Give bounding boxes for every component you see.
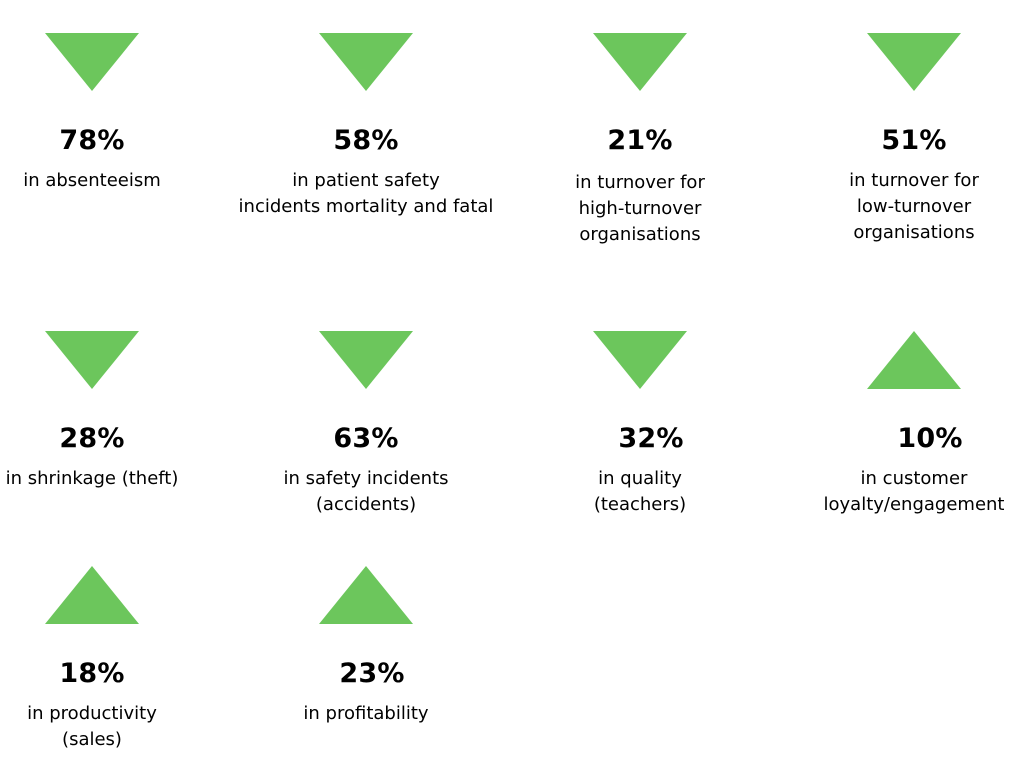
stat-value: 21% bbox=[607, 125, 673, 156]
stat-description: in quality (teachers) bbox=[593, 468, 687, 515]
stat-description: in turnover for low-turnover organisatio… bbox=[849, 170, 979, 243]
stat-description: in turnover for high-turnover organisati… bbox=[575, 172, 705, 245]
stat-customer-loyalty: 10% in customer loyalty/engagement bbox=[784, 331, 1024, 518]
stat-value: 28% bbox=[59, 423, 125, 454]
stat-absenteeism: 78% in absenteeism bbox=[0, 33, 222, 194]
triangle-up-icon bbox=[45, 566, 139, 624]
stat-productivity: 18% in productivity (sales) bbox=[0, 566, 222, 753]
stat-profitability: 23% in profitability bbox=[236, 566, 496, 727]
stat-patient-safety: 58% in patient safety incidents mortalit… bbox=[236, 33, 496, 220]
stat-value: 63% bbox=[333, 423, 399, 454]
triangle-down-icon bbox=[593, 33, 687, 91]
triangle-down-icon bbox=[319, 33, 413, 91]
stat-description: in productivity (sales) bbox=[27, 703, 157, 750]
stat-value: 23% bbox=[339, 658, 405, 689]
triangle-down-icon bbox=[45, 331, 139, 389]
stat-turnover-high: 21% in turnover for high-turnover organi… bbox=[510, 33, 770, 248]
stat-description: in profitability bbox=[303, 703, 429, 724]
stat-description: in safety incidents (accidents) bbox=[283, 468, 449, 515]
stat-safety-incidents: 63% in safety incidents (accidents) bbox=[236, 331, 496, 518]
triangle-down-icon bbox=[45, 33, 139, 91]
triangle-down-icon bbox=[867, 33, 961, 91]
stat-quality: 32% in quality (teachers) bbox=[510, 331, 770, 518]
triangle-down-icon bbox=[593, 331, 687, 389]
stat-value: 58% bbox=[333, 125, 399, 156]
triangle-down-icon bbox=[319, 331, 413, 389]
triangle-up-icon bbox=[867, 331, 961, 389]
stat-value: 51% bbox=[881, 125, 947, 156]
stat-value: 18% bbox=[59, 658, 125, 689]
stat-value: 10% bbox=[897, 423, 963, 454]
stat-value: 32% bbox=[618, 423, 684, 454]
stat-description: in shrinkage (theft) bbox=[5, 468, 179, 489]
stat-description: in absenteeism bbox=[23, 170, 161, 191]
stat-description: in patient safety incidents mortality an… bbox=[238, 170, 494, 217]
stat-value: 78% bbox=[59, 125, 125, 156]
stat-turnover-low: 51% in turnover for low-turnover organis… bbox=[784, 33, 1024, 246]
stat-shrinkage: 28% in shrinkage (theft) bbox=[0, 331, 222, 492]
triangle-up-icon bbox=[319, 566, 413, 624]
stat-description: in customer loyalty/engagement bbox=[823, 468, 1005, 515]
